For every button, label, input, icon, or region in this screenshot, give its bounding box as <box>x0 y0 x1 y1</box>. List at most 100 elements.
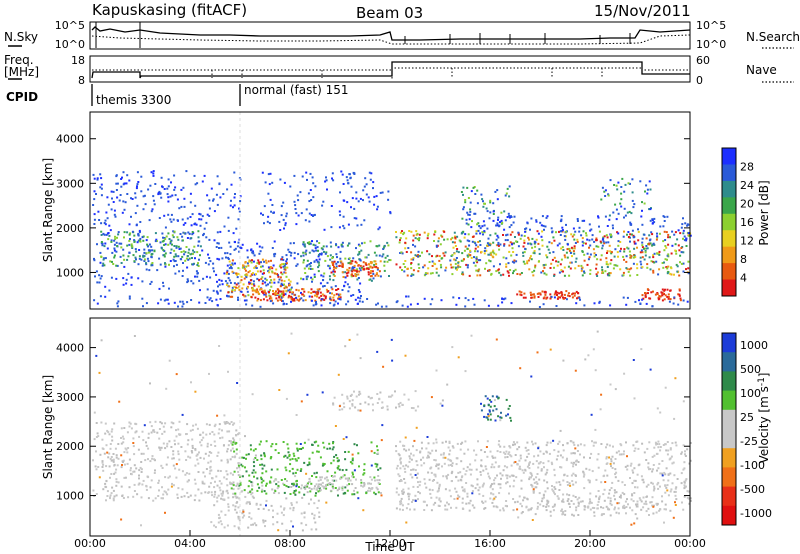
velocity-echo <box>514 501 517 504</box>
power-echo <box>351 197 354 200</box>
velocity-echo <box>129 467 132 470</box>
power-echo <box>619 202 622 205</box>
power-echo <box>532 274 535 277</box>
power-echo <box>307 192 310 195</box>
velocity-echo <box>442 456 445 459</box>
velocity-echo <box>488 409 491 412</box>
power-echo <box>583 259 586 262</box>
power-echo <box>565 290 568 293</box>
velocity-echo <box>154 420 157 423</box>
velocity-echo <box>502 507 505 510</box>
velocity-echo <box>640 475 643 478</box>
velocity-echo <box>499 416 502 419</box>
velocity-echo <box>276 487 279 490</box>
power-echo <box>252 293 255 296</box>
velocity-echo <box>105 465 108 468</box>
velocity-echo <box>447 473 450 476</box>
power-echo <box>684 222 687 225</box>
freq-right-tick-bottom: 0 <box>696 74 703 87</box>
power-echo <box>221 283 224 286</box>
power-echo <box>490 253 493 256</box>
power-echo <box>602 271 605 274</box>
velocity-echo <box>219 470 222 472</box>
power-echo <box>644 254 647 257</box>
power-echo <box>661 294 664 297</box>
velocity-echo <box>213 486 216 489</box>
power-echo <box>380 305 383 308</box>
power-echo <box>341 263 344 265</box>
velocity-echo <box>319 478 322 481</box>
velocity-echo <box>531 440 533 443</box>
power-echo <box>623 258 625 261</box>
power-echo <box>681 223 684 226</box>
velocity-echo <box>403 448 406 451</box>
power-echo <box>145 268 148 271</box>
power-echo <box>237 267 240 270</box>
power-echo <box>673 296 676 299</box>
velocity-echo <box>415 460 418 463</box>
power-echo <box>560 247 563 250</box>
velocity-echo <box>559 429 562 432</box>
power-echo <box>202 232 205 235</box>
power-echo <box>595 263 598 266</box>
power-echo <box>344 257 347 260</box>
power-echo <box>108 224 111 227</box>
velocity-echo <box>599 408 602 411</box>
power-echo <box>285 212 288 215</box>
velocity-echo <box>480 459 483 462</box>
velocity-echo <box>251 393 254 396</box>
velocity-echo <box>351 483 354 486</box>
power-echo <box>574 267 577 270</box>
power-echo <box>476 189 479 192</box>
power-echo <box>255 265 258 268</box>
power-echo <box>454 235 456 238</box>
velocity-echo <box>265 484 267 487</box>
power-echo <box>147 188 150 191</box>
power-echo <box>163 237 166 239</box>
velocity-echo <box>451 462 454 465</box>
power-echo <box>296 298 299 301</box>
power-echo <box>476 250 479 253</box>
velocity-echo <box>276 521 279 524</box>
velocity-echo <box>265 492 268 495</box>
power-echo <box>231 270 234 273</box>
power-echo <box>466 239 469 242</box>
velocity-echo <box>491 483 493 486</box>
velocity-echo <box>465 502 468 505</box>
power-echo <box>280 258 283 261</box>
velocity-echo <box>112 497 115 500</box>
power-echo <box>145 263 148 266</box>
power-echo <box>545 216 548 219</box>
power-echo <box>359 264 362 267</box>
power-echo <box>452 266 455 269</box>
velocity-echo <box>161 467 164 469</box>
power-echo <box>571 235 574 238</box>
power-echo <box>100 234 103 236</box>
velocity-echo <box>167 476 170 479</box>
power-echo <box>107 238 110 241</box>
velocity-echo <box>313 514 316 517</box>
velocity-echo <box>181 470 184 473</box>
velocity-echo <box>377 452 380 455</box>
power-echo <box>559 220 562 223</box>
power-echo <box>511 260 514 263</box>
power-echo <box>99 261 102 264</box>
power-echo <box>330 271 333 274</box>
power-echo <box>204 302 207 304</box>
velocity-echo <box>543 466 545 469</box>
power-echo <box>221 257 224 260</box>
velocity-echo <box>221 494 224 497</box>
power-echo <box>504 219 507 222</box>
power-echo <box>610 233 612 236</box>
velocity-echo <box>532 462 535 465</box>
power-echo <box>117 300 120 303</box>
power-echo <box>346 283 349 286</box>
power-echo <box>284 271 287 274</box>
velocity-echo <box>93 411 96 414</box>
velocity-echo <box>140 461 143 463</box>
velocity-echo <box>428 478 431 481</box>
power-echo <box>531 246 534 249</box>
power-echo <box>651 222 654 225</box>
velocity-echo <box>295 414 298 416</box>
power-echo <box>110 240 113 243</box>
